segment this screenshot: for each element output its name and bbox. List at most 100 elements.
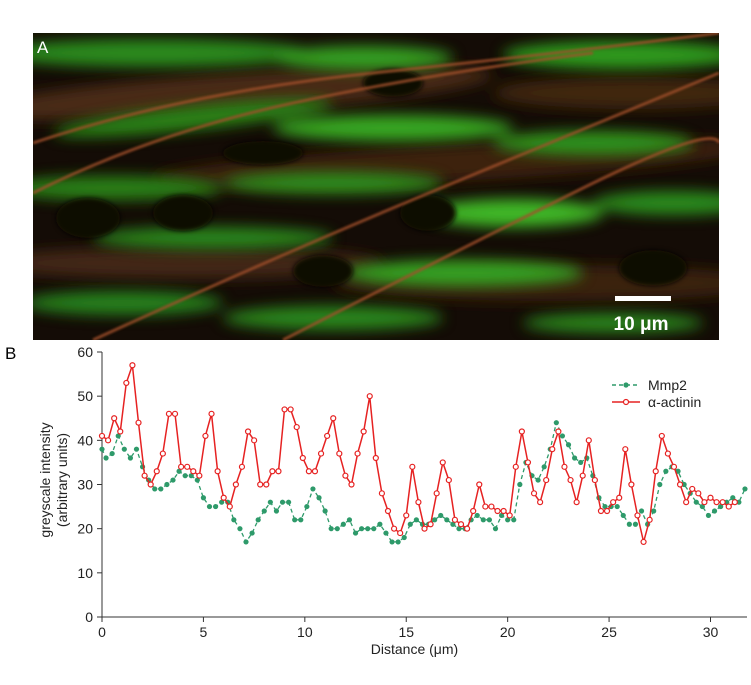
data-point bbox=[512, 463, 519, 470]
data-point bbox=[384, 507, 392, 515]
data-point bbox=[432, 517, 438, 523]
data-point bbox=[676, 481, 684, 488]
data-point bbox=[310, 486, 316, 492]
data-point bbox=[377, 521, 383, 527]
data-point bbox=[524, 459, 532, 466]
y-tick-label: 60 bbox=[77, 344, 93, 360]
data-point bbox=[658, 432, 665, 440]
data-point bbox=[683, 499, 690, 506]
data-point bbox=[111, 415, 118, 422]
data-point bbox=[701, 499, 708, 506]
micrograph-panel-a: A 10 μm bbox=[33, 33, 719, 340]
legend-label: α-actinin bbox=[648, 394, 701, 410]
data-point bbox=[220, 494, 227, 501]
data-point bbox=[567, 476, 574, 484]
data-point bbox=[383, 530, 389, 536]
data-point bbox=[730, 495, 736, 501]
data-point bbox=[693, 499, 699, 505]
data-point bbox=[492, 526, 499, 532]
y-tick-label: 20 bbox=[77, 521, 93, 537]
data-point bbox=[208, 410, 215, 417]
x-tick-label: 30 bbox=[703, 624, 719, 640]
data-point bbox=[456, 526, 462, 532]
data-point bbox=[451, 516, 459, 523]
chart-axes: 0 5 10 15 20 25 30 0 10 20 30 40 50 60 Distance (μm) gr… bbox=[37, 344, 747, 657]
data-point bbox=[267, 499, 273, 505]
data-point bbox=[571, 455, 578, 461]
data-point bbox=[219, 499, 225, 505]
x-tick-label: 10 bbox=[297, 624, 313, 640]
data-point bbox=[164, 481, 170, 488]
data-point bbox=[565, 442, 572, 448]
data-point bbox=[537, 499, 544, 506]
data-point bbox=[244, 428, 252, 435]
data-point bbox=[346, 517, 353, 523]
y-axis-title-line: (arbitrary units) bbox=[54, 433, 70, 527]
data-point bbox=[299, 454, 306, 462]
data-point bbox=[498, 512, 505, 519]
data-point bbox=[573, 499, 580, 506]
data-point bbox=[591, 476, 598, 484]
data-point bbox=[470, 507, 477, 515]
actinin-fibres bbox=[33, 33, 719, 340]
data-point bbox=[626, 521, 632, 527]
x-tick-label: 25 bbox=[601, 624, 617, 640]
data-point bbox=[366, 393, 373, 400]
data-point bbox=[476, 481, 483, 488]
legend-marker bbox=[622, 398, 630, 406]
data-point bbox=[190, 468, 197, 475]
data-point bbox=[152, 486, 158, 492]
data-point bbox=[494, 507, 501, 515]
data-point bbox=[348, 481, 355, 488]
data-point bbox=[695, 490, 702, 497]
data-point bbox=[480, 517, 486, 523]
data-point bbox=[486, 517, 493, 523]
data-point bbox=[620, 512, 626, 519]
data-point bbox=[622, 446, 629, 453]
data-point bbox=[178, 463, 185, 470]
data-point bbox=[133, 446, 140, 452]
data-point bbox=[103, 455, 109, 461]
data-point bbox=[397, 529, 404, 537]
data-point bbox=[354, 450, 361, 457]
data-point bbox=[322, 508, 328, 514]
data-point bbox=[115, 433, 121, 439]
x-axis-title: Distance (μm) bbox=[371, 641, 458, 657]
data-point bbox=[104, 437, 112, 444]
data-point bbox=[518, 428, 525, 435]
data-point bbox=[159, 450, 166, 457]
x-tick-label: 5 bbox=[200, 624, 208, 640]
data-point bbox=[663, 468, 669, 474]
data-point bbox=[409, 463, 416, 470]
data-point bbox=[287, 406, 294, 413]
data-point bbox=[628, 481, 635, 488]
data-point bbox=[293, 423, 300, 431]
x-tick-label: 20 bbox=[500, 624, 516, 640]
data-point bbox=[279, 499, 286, 505]
data-point bbox=[123, 379, 130, 387]
data-point bbox=[713, 499, 720, 506]
data-point bbox=[634, 512, 641, 519]
data-point bbox=[389, 539, 395, 545]
legend-label: Mmp2 bbox=[648, 377, 687, 393]
data-point bbox=[651, 508, 657, 514]
line-chart-panel-b: B 0 5 10 15 20 25 30 0 10 20 30 40 50 60 Distance (μm)… bbox=[5, 344, 748, 657]
data-point bbox=[439, 459, 446, 466]
data-point bbox=[171, 410, 179, 417]
data-point bbox=[371, 526, 377, 532]
data-point bbox=[188, 473, 194, 479]
data-point bbox=[117, 428, 124, 435]
x-tick-label: 0 bbox=[98, 624, 106, 640]
data-point bbox=[153, 468, 160, 475]
data-point bbox=[415, 499, 422, 506]
data-point bbox=[638, 508, 645, 514]
data-point bbox=[707, 494, 714, 501]
data-point bbox=[269, 468, 276, 475]
data-point bbox=[232, 481, 239, 488]
data-point bbox=[474, 512, 480, 519]
data-point bbox=[281, 406, 288, 413]
data-point bbox=[652, 468, 659, 475]
y-tick-label: 0 bbox=[85, 609, 93, 625]
data-point bbox=[231, 517, 237, 523]
data-point bbox=[689, 485, 696, 493]
